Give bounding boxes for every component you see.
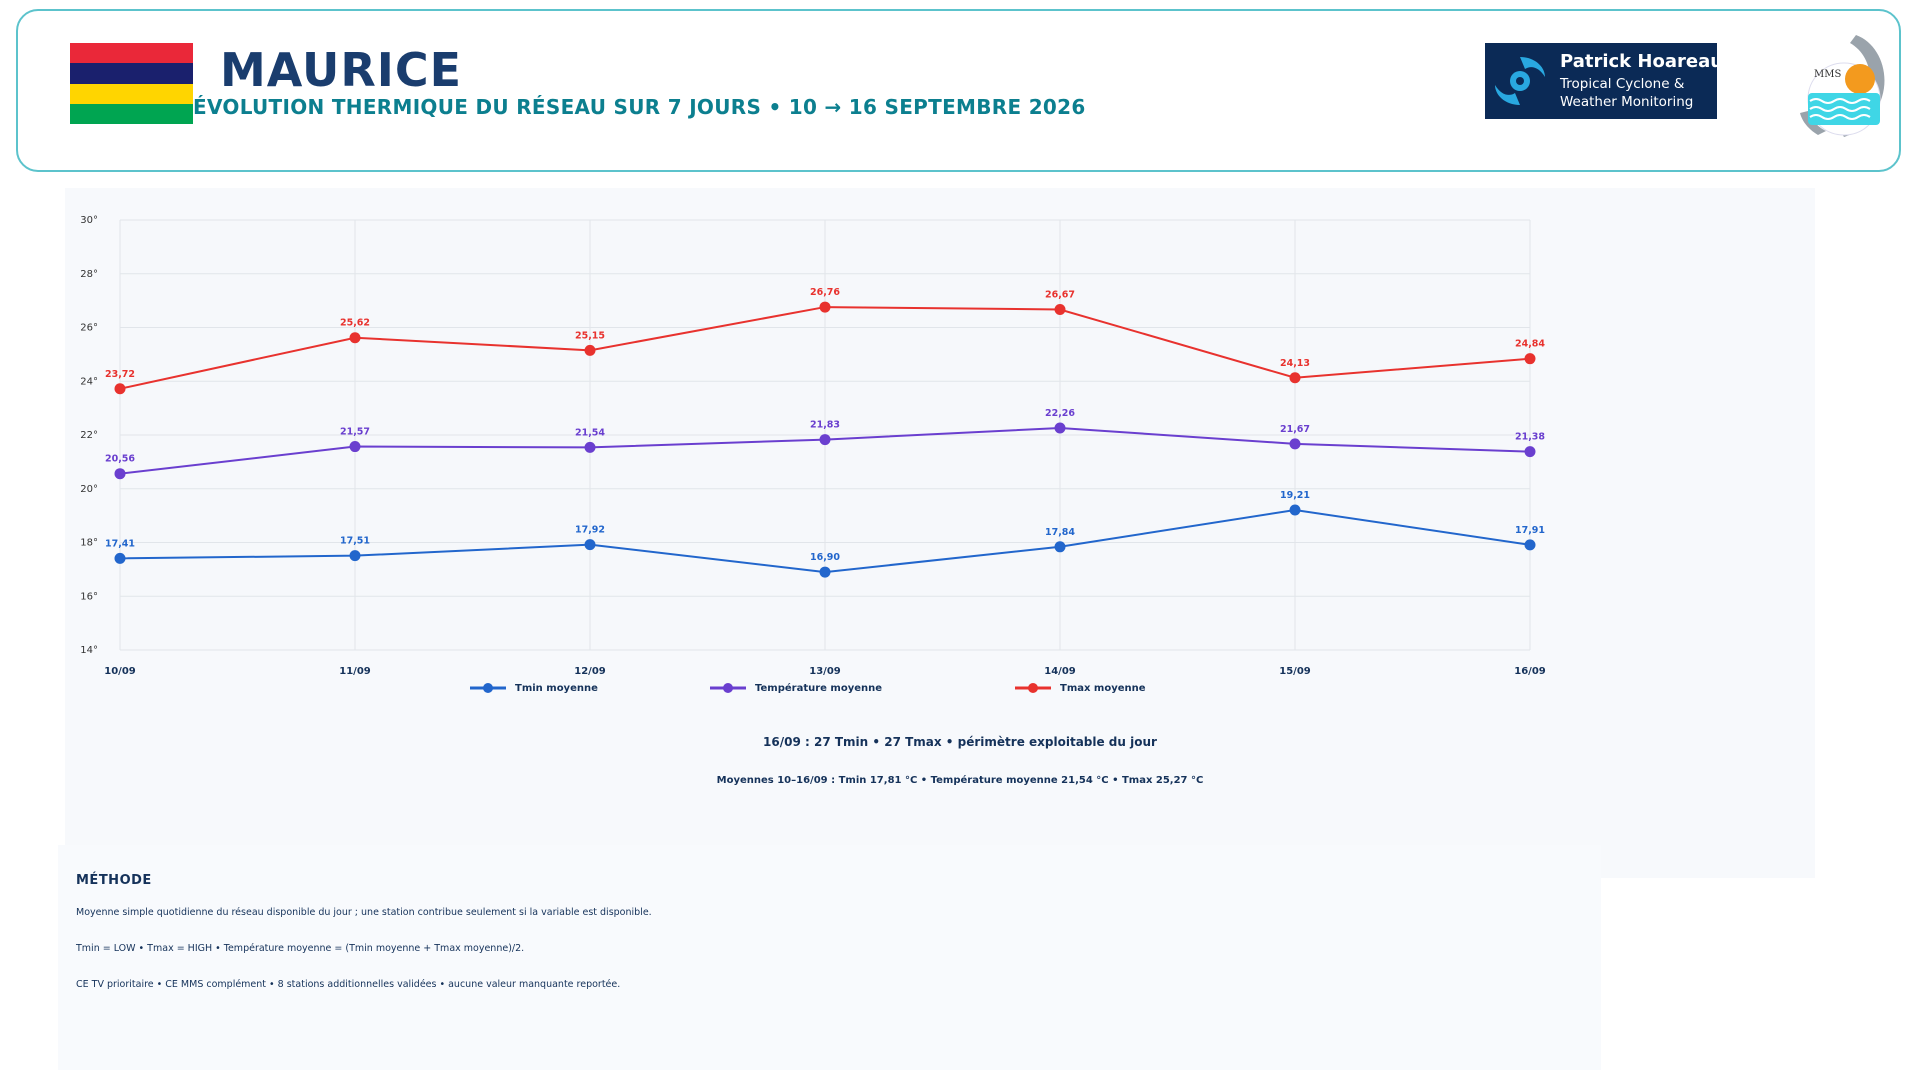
data-label: 24,13 <box>1280 358 1310 369</box>
data-label: 17,84 <box>1045 527 1075 538</box>
y-tick-label: 22° <box>80 430 98 441</box>
data-label: 17,92 <box>575 525 605 536</box>
data-point <box>114 468 126 480</box>
data-point <box>584 539 596 551</box>
legend-label: Tmin moyenne <box>515 683 598 694</box>
data-point <box>584 441 596 453</box>
data-label: 19,21 <box>1280 490 1310 501</box>
data-label: 16,90 <box>810 552 840 563</box>
legend-swatch-dot <box>483 683 493 693</box>
data-point <box>1524 353 1536 365</box>
daily-summary: 16/09 : 27 Tmin • 27 Tmax • périmètre ex… <box>763 735 1157 749</box>
method-title: MÉTHODE <box>76 873 152 888</box>
data-label: 22,26 <box>1045 408 1075 419</box>
data-point <box>1524 446 1536 458</box>
page-subtitle: ÉVOLUTION THERMIQUE DU RÉSEAU SUR 7 JOUR… <box>193 95 1086 119</box>
data-label: 25,15 <box>575 330 605 341</box>
method-line-1: Moyenne simple quotidienne du réseau dis… <box>76 907 652 918</box>
mms-logo-text: MMS <box>1814 69 1841 80</box>
data-label: 24,84 <box>1515 339 1545 350</box>
brand-tagline: Tropical Cyclone & Weather Monitoring <box>1560 76 1694 110</box>
period-averages: Moyennes 10–16/09 : Tmin 17,81 °C • Temp… <box>716 775 1204 786</box>
y-tick-label: 26° <box>80 323 98 334</box>
brand-name: Patrick Hoareau <box>1560 51 1724 72</box>
data-label: 21,83 <box>810 420 840 431</box>
cyclone-icon <box>1495 57 1545 105</box>
page-title: MAURICE <box>220 43 463 97</box>
x-tick-label: 12/09 <box>574 666 606 677</box>
data-point <box>1289 438 1301 450</box>
x-tick-label: 11/09 <box>339 666 371 677</box>
x-tick-label: 10/09 <box>104 666 136 677</box>
data-label: 21,57 <box>340 427 370 438</box>
y-tick-label: 16° <box>80 591 98 602</box>
y-tick-label: 18° <box>80 538 98 549</box>
header-card: MAURICE ÉVOLUTION THERMIQUE DU RÉSEAU SU… <box>16 9 1901 172</box>
x-tick-label: 15/09 <box>1279 666 1311 677</box>
data-label: 21,67 <box>1280 424 1310 435</box>
data-point <box>349 332 361 344</box>
method-line-2: Tmin = LOW • Tmax = HIGH • Température m… <box>76 943 525 954</box>
data-label: 21,54 <box>575 427 605 438</box>
data-point <box>819 301 831 313</box>
data-point <box>819 566 831 578</box>
data-point <box>1524 539 1536 551</box>
data-point <box>584 344 596 356</box>
line-chart: 14° 16° 18° 20° 22° 24° 26° 28° 30° 10/09 11/09 12/… <box>80 215 1546 694</box>
method-panel <box>58 845 1601 1070</box>
data-label: 26,67 <box>1045 289 1075 300</box>
legend-swatch-dot <box>723 683 733 693</box>
data-point <box>1054 541 1066 553</box>
mms-logo: MMS <box>1798 31 1888 149</box>
y-tick-label: 20° <box>80 484 98 495</box>
y-tick-label: 28° <box>80 269 98 280</box>
method-line-3: CE TV prioritaire • CE MMS complément • … <box>76 979 621 990</box>
flag-stripe-red <box>70 43 193 64</box>
data-point <box>1054 422 1066 434</box>
data-point <box>819 434 831 446</box>
data-point <box>349 550 361 562</box>
data-label: 26,76 <box>810 287 840 298</box>
data-point <box>349 441 361 453</box>
x-tick-label: 14/09 <box>1044 666 1076 677</box>
legend-label: Tmax moyenne <box>1060 683 1146 694</box>
flag-stripe-blue <box>70 63 193 84</box>
legend-label: Température moyenne <box>755 682 882 694</box>
data-point <box>114 552 126 564</box>
y-tick-label: 24° <box>80 376 98 387</box>
x-tick-label: 16/09 <box>1514 666 1546 677</box>
data-label: 23,72 <box>105 369 135 380</box>
y-tick-label: 30° <box>80 215 98 226</box>
flag-stripe-yellow <box>70 83 193 104</box>
data-label: 17,91 <box>1515 525 1545 536</box>
data-point <box>1289 504 1301 516</box>
data-point <box>1289 372 1301 384</box>
y-tick-label: 14° <box>80 645 98 656</box>
data-point <box>1054 303 1066 315</box>
data-label: 20,56 <box>105 454 135 465</box>
data-label: 25,62 <box>340 318 370 329</box>
data-label: 17,41 <box>105 538 135 549</box>
mms-logo-graphic: MMS <box>1800 35 1885 137</box>
mauritius-flag <box>70 43 193 124</box>
legend-swatch-dot <box>1028 683 1038 693</box>
data-label: 17,51 <box>340 536 370 547</box>
data-label: 21,38 <box>1515 432 1545 443</box>
x-tick-label: 13/09 <box>809 666 841 677</box>
flag-stripe-green <box>70 103 193 124</box>
data-point <box>114 383 126 395</box>
brand-logo: Patrick Hoareau Tropical Cyclone & Weath… <box>1485 43 1723 119</box>
